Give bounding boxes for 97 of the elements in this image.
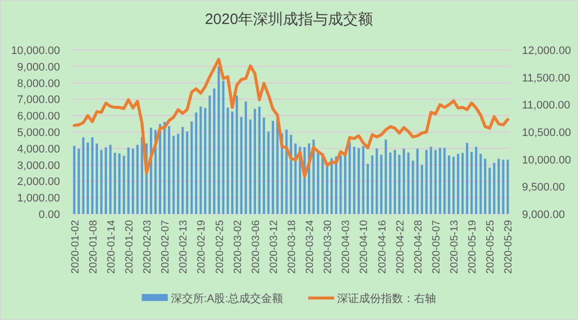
bar bbox=[384, 140, 387, 214]
x-tick-label: 2020-03-18 bbox=[286, 220, 298, 274]
y-tick-label: 5,000.00 bbox=[17, 127, 60, 139]
x-tick-label: 2020-05-07 bbox=[430, 220, 442, 274]
bar bbox=[240, 116, 242, 214]
y2-tick-label: 10,500.00 bbox=[522, 127, 571, 139]
bar bbox=[100, 150, 102, 214]
x-tick-label: 2020-03-30 bbox=[322, 220, 334, 274]
x-tick-label: 2020-04-28 bbox=[412, 220, 424, 274]
bar bbox=[190, 122, 193, 214]
x-tick-label: 2020-03-24 bbox=[304, 220, 316, 274]
x-tick-label: 2020-02-13 bbox=[178, 220, 190, 274]
bar bbox=[82, 137, 84, 214]
y2-tick-label: 11,000.00 bbox=[522, 100, 570, 112]
y-tick-label: 2,000.00 bbox=[17, 176, 60, 188]
bar bbox=[218, 66, 220, 214]
x-tick-label: 2020-05-29 bbox=[502, 220, 515, 274]
bar bbox=[330, 158, 333, 214]
bar bbox=[498, 158, 500, 214]
bar bbox=[249, 120, 252, 214]
bar bbox=[204, 108, 206, 214]
bar bbox=[335, 156, 338, 214]
x-tick-label: 2020-02-07 bbox=[160, 220, 172, 274]
bar bbox=[231, 112, 234, 214]
bar bbox=[104, 147, 107, 214]
x-tick-label: 2020-04-10 bbox=[358, 220, 370, 274]
y-tick-label: 9,000.00 bbox=[17, 61, 60, 74]
x-tick-label: 2020-01-08 bbox=[87, 220, 100, 274]
y-tick-label: 3,000.00 bbox=[17, 160, 60, 172]
x-tick-label: 2020-02-03 bbox=[142, 220, 154, 274]
x-tick-label: 2020-05-25 bbox=[484, 220, 497, 274]
x-tick-label: 2020-05-13 bbox=[448, 220, 461, 274]
legend-label: 深交所:A股:总成交金额 bbox=[170, 292, 284, 305]
y2-tick-label: 12,000.00 bbox=[522, 45, 571, 57]
y-tick-label: 1,000.00 bbox=[17, 192, 60, 205]
bar bbox=[326, 164, 328, 214]
bar bbox=[502, 160, 504, 214]
bar bbox=[506, 160, 509, 214]
x-tick-label: 2020-03-02 bbox=[232, 220, 244, 274]
bar bbox=[493, 162, 496, 214]
x-tick-label: 2020-02-25 bbox=[214, 220, 226, 274]
bar bbox=[371, 155, 374, 214]
bar bbox=[182, 126, 184, 214]
bar bbox=[366, 164, 369, 214]
bar bbox=[475, 146, 478, 214]
bar bbox=[222, 80, 224, 214]
y-tick-label: 8,000.00 bbox=[17, 78, 60, 90]
x-tick-label: 2020-01-20 bbox=[123, 220, 136, 274]
bar bbox=[208, 96, 211, 214]
x-tick-label: 2020-04-22 bbox=[394, 220, 406, 274]
bar bbox=[195, 112, 198, 214]
y2-tick-label: 9,000.00 bbox=[522, 209, 565, 221]
line-series bbox=[72, 58, 510, 178]
y-tick-label: 4,000.00 bbox=[17, 143, 60, 156]
bar bbox=[340, 155, 342, 214]
y2-tick-label: 11,500.00 bbox=[522, 72, 570, 84]
bar bbox=[226, 108, 229, 214]
bar bbox=[78, 148, 80, 214]
y-tick-label: 6,000.00 bbox=[17, 110, 60, 123]
bar bbox=[236, 96, 238, 214]
bar bbox=[358, 148, 360, 214]
y-tick-label: 0.00 bbox=[38, 209, 60, 221]
y-tick-label: 7,000.00 bbox=[17, 94, 60, 106]
bar bbox=[244, 101, 247, 214]
bar bbox=[389, 152, 392, 214]
x-tick-label: 2020-04-16 bbox=[376, 220, 388, 274]
y-tick-label: 10,000.00 bbox=[11, 45, 60, 57]
bar bbox=[394, 150, 396, 214]
bar bbox=[484, 158, 486, 214]
x-tick-label: 2020-03-12 bbox=[268, 220, 280, 274]
bar bbox=[398, 154, 400, 214]
x-tick-label: 2020-05-19 bbox=[466, 220, 479, 274]
bar bbox=[380, 154, 382, 214]
bar bbox=[353, 146, 356, 214]
x-tick-label: 2020-03-06 bbox=[250, 220, 262, 274]
bar bbox=[86, 142, 89, 214]
x-tick-label: 2020-04-03 bbox=[340, 220, 352, 274]
bar bbox=[96, 143, 98, 214]
bar bbox=[362, 146, 364, 214]
bar bbox=[344, 154, 346, 214]
x-tick-label: 2020-01-02 bbox=[69, 220, 82, 274]
bar bbox=[480, 154, 482, 214]
bar bbox=[186, 132, 188, 214]
x-tick-label: 2020-01-14 bbox=[105, 220, 118, 274]
y2-tick-label: 9,500.00 bbox=[522, 182, 565, 194]
y2-tick-label: 10,000.00 bbox=[522, 154, 571, 166]
bar bbox=[73, 146, 76, 214]
bar bbox=[200, 106, 202, 214]
bar bbox=[254, 108, 256, 214]
x-tick-label: 2020-02-19 bbox=[196, 220, 208, 274]
bar bbox=[376, 148, 378, 214]
chart-title: 2020年深圳成指与成交额 bbox=[204, 11, 374, 28]
bar bbox=[213, 88, 216, 214]
bar bbox=[91, 137, 94, 214]
legend-label: 深证成份指数：右轴 bbox=[337, 292, 436, 305]
bar bbox=[348, 142, 351, 214]
bar bbox=[488, 168, 491, 214]
